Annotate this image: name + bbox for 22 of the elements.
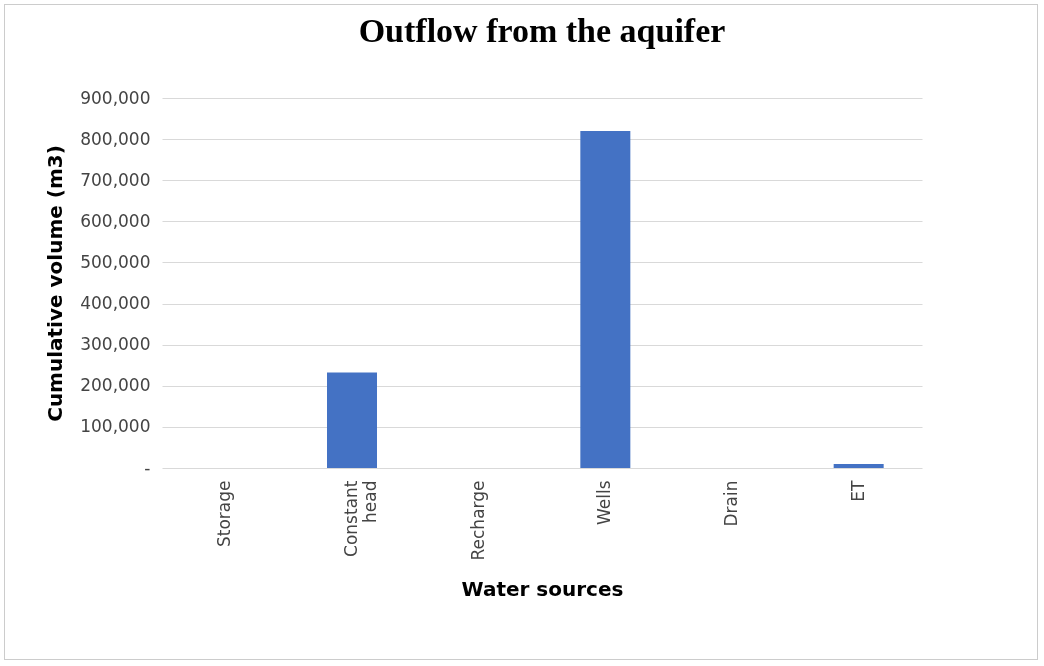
- chart-title: Outflow from the aquifer: [358, 12, 726, 49]
- bar: [327, 372, 377, 468]
- y-tick-label: 700,000: [80, 169, 151, 190]
- bar: [580, 130, 631, 468]
- x-axis-title: Water sources: [461, 577, 624, 602]
- y-tick-label: 600,000: [80, 210, 151, 231]
- x-tick-label: Recharge: [467, 480, 488, 561]
- x-tick-label: Storage: [214, 480, 235, 548]
- x-tick-label: Drain: [721, 480, 741, 527]
- y-tick-label: -: [144, 457, 151, 478]
- bar: [833, 463, 884, 468]
- y-tick-label: 400,000: [80, 293, 151, 314]
- x-tick-label: Wells: [594, 480, 615, 526]
- y-tick-label: 200,000: [80, 375, 151, 396]
- y-tick-label: 100,000: [80, 416, 151, 437]
- y-axis-title: Cumulative volume (m3): [43, 145, 68, 422]
- y-tick-label: 900,000: [80, 87, 151, 108]
- x-tick-label: Constant head: [341, 480, 380, 557]
- y-tick-label: 500,000: [80, 251, 151, 272]
- y-tick-label: 800,000: [80, 128, 151, 149]
- x-tick-label: ET: [847, 479, 868, 502]
- y-tick-label: 300,000: [80, 334, 151, 355]
